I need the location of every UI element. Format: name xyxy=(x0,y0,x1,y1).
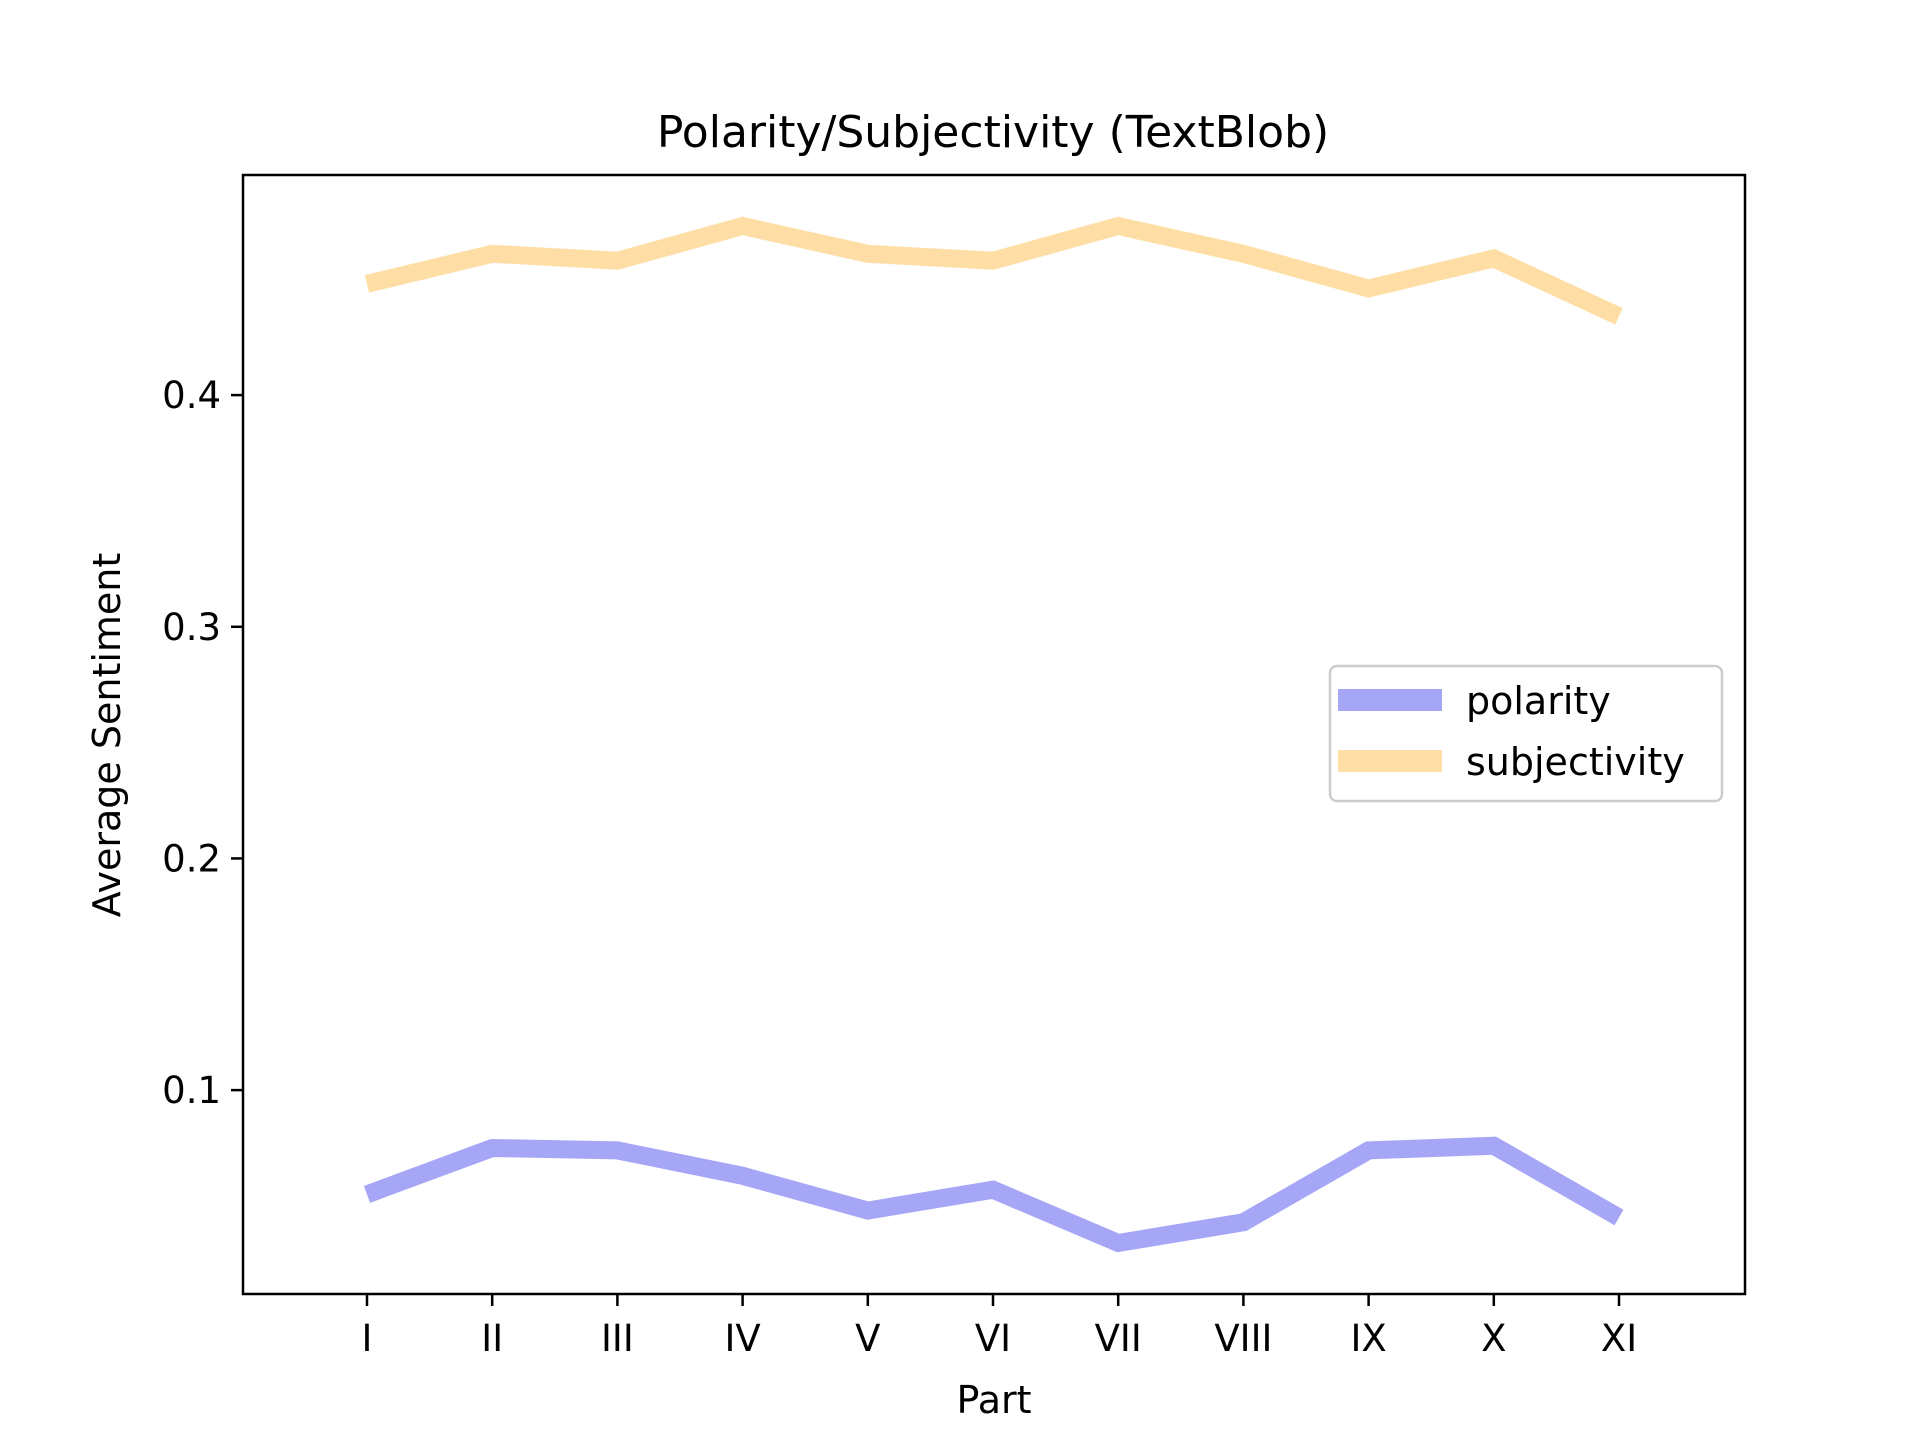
x-tick-label: IV xyxy=(724,1317,760,1360)
data-point-subjectivity-III xyxy=(616,260,618,262)
data-point-polarity-II xyxy=(491,1147,493,1149)
data-point-subjectivity-XI xyxy=(1618,315,1620,317)
data-point-subjectivity-I xyxy=(366,283,368,285)
data-point-subjectivity-V xyxy=(867,253,869,255)
y-tick-label: 0.4 xyxy=(162,374,221,417)
data-point-polarity-XI xyxy=(1618,1217,1620,1219)
data-point-polarity-VII xyxy=(1117,1242,1119,1244)
y-tick-label: 0.2 xyxy=(162,837,221,880)
x-tick-label: V xyxy=(855,1317,880,1360)
data-point-subjectivity-X xyxy=(1493,257,1495,259)
x-tick-label: VII xyxy=(1095,1317,1142,1360)
data-point-polarity-IV xyxy=(742,1175,744,1177)
x-tick-label: VI xyxy=(975,1317,1011,1360)
y-tick-label: 0.1 xyxy=(162,1069,221,1112)
data-point-polarity-VIII xyxy=(1242,1221,1244,1223)
legend-label-subjectivity: subjectivity xyxy=(1466,740,1685,784)
series-line-polarity xyxy=(363,1136,1624,1253)
data-point-polarity-III xyxy=(616,1149,618,1151)
y-tick-label: 0.3 xyxy=(162,606,221,649)
series-line-subjectivity xyxy=(364,216,1623,325)
data-point-subjectivity-IX xyxy=(1368,288,1370,290)
x-axis-ticks: I II III IV V VI VII VIII IX X XI xyxy=(362,1294,1637,1360)
x-tick-label: X xyxy=(1481,1317,1506,1360)
legend: polarity subjectivity xyxy=(1328,664,1724,803)
y-axis-label: Average Sentiment xyxy=(85,553,129,918)
legend-label-polarity: polarity xyxy=(1466,679,1611,723)
data-point-polarity-I xyxy=(366,1193,368,1195)
x-tick-label: I xyxy=(362,1317,373,1360)
data-point-subjectivity-VII xyxy=(1117,225,1119,227)
x-tick-label: II xyxy=(481,1317,503,1360)
data-point-polarity-VI xyxy=(992,1189,994,1191)
data-point-polarity-X xyxy=(1493,1145,1495,1147)
y-axis-ticks: 0.1 0.2 0.3 0.4 xyxy=(162,374,243,1112)
data-point-subjectivity-VIII xyxy=(1242,253,1244,255)
data-point-subjectivity-IV xyxy=(742,225,744,227)
data-point-polarity-IX xyxy=(1368,1149,1370,1151)
series-layer xyxy=(363,216,1624,1253)
x-tick-label: IX xyxy=(1350,1317,1386,1360)
chart-title: Polarity/Subjectivity (TextBlob) xyxy=(657,107,1329,158)
data-point-subjectivity-II xyxy=(491,253,493,255)
data-point-polarity-V xyxy=(867,1210,869,1212)
plot-frame xyxy=(241,173,1747,1296)
x-tick-label: III xyxy=(601,1317,634,1360)
data-point-subjectivity-VI xyxy=(992,260,994,262)
x-tick-label: XI xyxy=(1601,1317,1637,1360)
x-axis-label: Part xyxy=(956,1378,1031,1422)
x-tick-label: VIII xyxy=(1214,1317,1272,1360)
